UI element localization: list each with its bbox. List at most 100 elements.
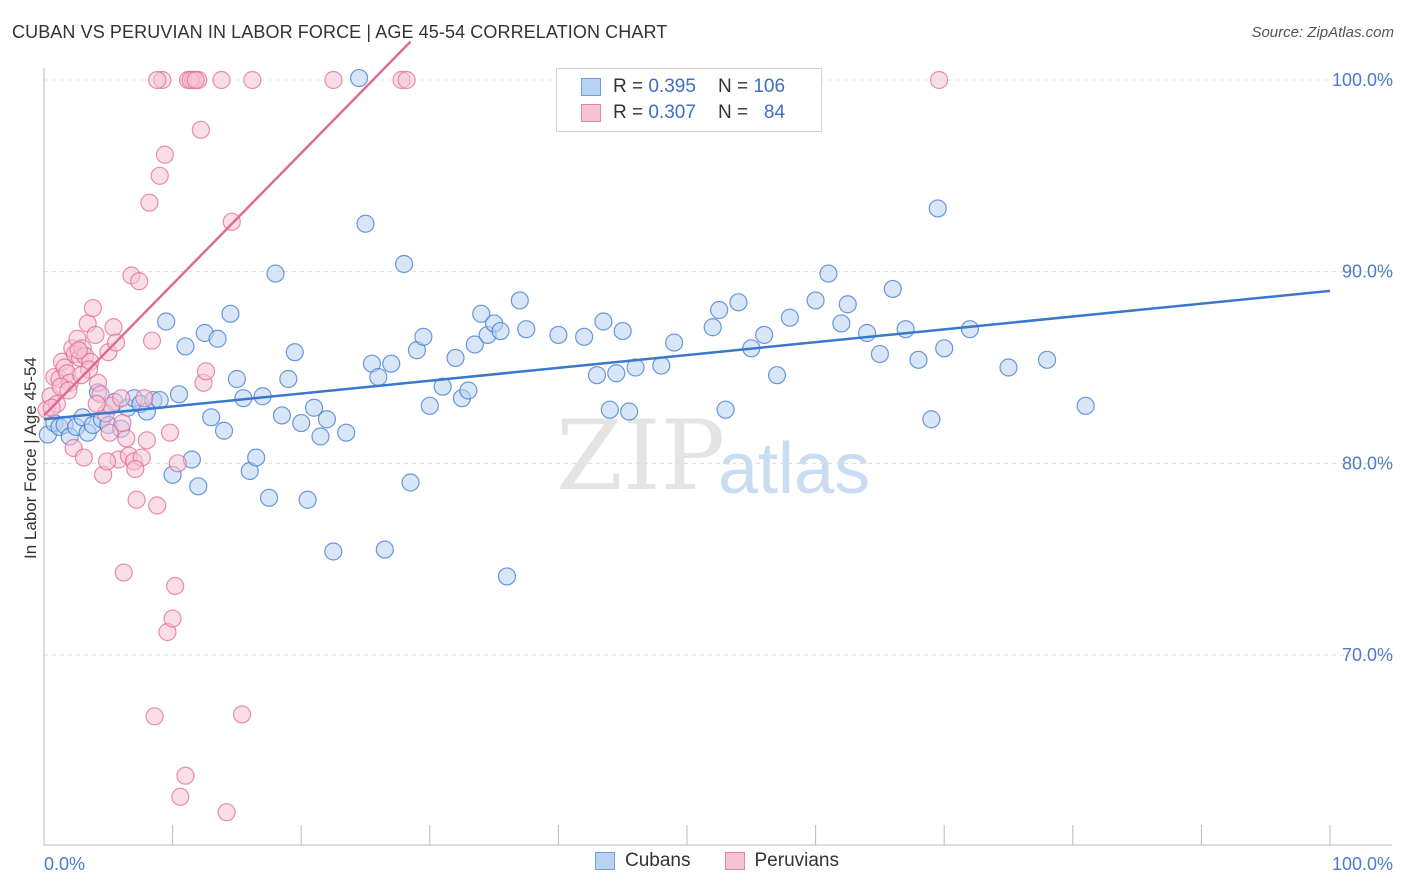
- data-point-cubans[interactable]: [414, 327, 433, 346]
- data-point-cubans[interactable]: [960, 320, 980, 339]
- data-point-peruvians[interactable]: [176, 766, 195, 785]
- data-point-cubans[interactable]: [349, 68, 369, 88]
- data-point-cubans[interactable]: [356, 214, 375, 233]
- data-point-peruvians[interactable]: [160, 423, 180, 442]
- data-point-peruvians[interactable]: [148, 70, 167, 90]
- legend-item-cubans[interactable]: Cubans: [595, 850, 691, 872]
- data-point-cubans[interactable]: [928, 199, 947, 218]
- data-point-peruvians[interactable]: [142, 331, 162, 350]
- data-point-cubans[interactable]: [394, 254, 414, 274]
- data-point-cubans[interactable]: [285, 343, 304, 362]
- data-point-cubans[interactable]: [401, 473, 420, 492]
- data-point-cubans[interactable]: [896, 320, 915, 339]
- data-point-peruvians[interactable]: [126, 459, 145, 479]
- data-point-cubans[interactable]: [710, 300, 729, 320]
- data-point-peruvians[interactable]: [112, 389, 131, 408]
- data-point-peruvians[interactable]: [929, 70, 949, 90]
- data-point-cubans[interactable]: [279, 369, 298, 389]
- data-point-peruvians[interactable]: [168, 454, 187, 473]
- data-point-peruvians[interactable]: [69, 341, 88, 360]
- data-point-cubans[interactable]: [266, 264, 285, 283]
- data-point-peruvians[interactable]: [171, 787, 190, 806]
- data-point-cubans[interactable]: [189, 477, 208, 496]
- data-point-cubans[interactable]: [600, 400, 619, 419]
- data-point-cubans[interactable]: [491, 321, 510, 341]
- data-point-peruvians[interactable]: [130, 272, 149, 291]
- data-point-cubans[interactable]: [755, 325, 774, 345]
- data-point-cubans[interactable]: [549, 325, 568, 345]
- data-point-cubans[interactable]: [208, 329, 227, 348]
- data-point-peruvians[interactable]: [196, 362, 216, 381]
- data-point-peruvians[interactable]: [97, 452, 117, 471]
- data-point-peruvians[interactable]: [74, 448, 93, 467]
- data-point-cubans[interactable]: [665, 333, 684, 352]
- data-point-peruvians[interactable]: [113, 413, 132, 433]
- data-point-cubans[interactable]: [922, 410, 941, 429]
- data-point-peruvians[interactable]: [155, 145, 174, 164]
- data-point-cubans[interactable]: [420, 396, 439, 415]
- data-point-peruvians[interactable]: [137, 431, 156, 450]
- data-point-cubans[interactable]: [292, 413, 311, 433]
- data-point-cubans[interactable]: [259, 488, 279, 507]
- data-point-cubans[interactable]: [446, 348, 465, 368]
- legend-item-peruvians[interactable]: Peruvians: [724, 850, 839, 872]
- data-point-cubans[interactable]: [247, 448, 266, 467]
- data-point-cubans[interactable]: [716, 400, 735, 419]
- data-point-cubans[interactable]: [883, 279, 902, 299]
- data-point-cubans[interactable]: [767, 366, 787, 385]
- data-point-cubans[interactable]: [594, 312, 613, 331]
- data-point-peruvians[interactable]: [117, 429, 136, 448]
- data-point-cubans[interactable]: [214, 421, 234, 440]
- data-point-cubans[interactable]: [324, 542, 343, 561]
- data-point-cubans[interactable]: [337, 423, 356, 442]
- data-point-cubans[interactable]: [780, 308, 799, 327]
- data-point-peruvians[interactable]: [140, 193, 159, 212]
- data-point-cubans[interactable]: [317, 410, 337, 429]
- data-point-peruvians[interactable]: [163, 609, 182, 628]
- data-point-cubans[interactable]: [497, 567, 517, 586]
- data-point-cubans[interactable]: [311, 427, 330, 446]
- data-point-cubans[interactable]: [838, 295, 857, 314]
- data-point-peruvians[interactable]: [232, 705, 252, 724]
- data-point-cubans[interactable]: [382, 354, 401, 373]
- data-point-cubans[interactable]: [819, 264, 838, 283]
- data-point-cubans[interactable]: [703, 318, 722, 337]
- data-point-cubans[interactable]: [620, 402, 639, 421]
- data-point-peruvians[interactable]: [104, 318, 123, 337]
- data-point-peruvians[interactable]: [166, 576, 185, 596]
- data-point-peruvians[interactable]: [186, 70, 205, 90]
- data-point-peruvians[interactable]: [87, 394, 106, 414]
- data-point-cubans[interactable]: [465, 335, 484, 354]
- data-point-cubans[interactable]: [433, 377, 452, 396]
- data-point-cubans[interactable]: [806, 291, 825, 310]
- data-point-cubans[interactable]: [575, 327, 594, 346]
- data-point-cubans[interactable]: [909, 350, 928, 369]
- data-point-cubans[interactable]: [832, 314, 851, 333]
- data-point-cubans[interactable]: [169, 385, 189, 404]
- data-point-cubans[interactable]: [857, 323, 877, 343]
- data-point-peruvians[interactable]: [100, 423, 119, 442]
- data-point-cubans[interactable]: [729, 293, 748, 312]
- data-point-peruvians[interactable]: [127, 490, 146, 509]
- data-point-peruvians[interactable]: [191, 120, 210, 139]
- data-point-peruvians[interactable]: [145, 707, 164, 726]
- data-point-peruvians[interactable]: [243, 70, 262, 90]
- data-point-cubans[interactable]: [272, 406, 292, 425]
- data-point-peruvians[interactable]: [114, 563, 133, 582]
- data-point-cubans[interactable]: [607, 364, 626, 383]
- data-point-peruvians[interactable]: [222, 212, 241, 231]
- data-point-cubans[interactable]: [375, 540, 394, 559]
- data-point-cubans[interactable]: [221, 304, 240, 323]
- data-point-cubans[interactable]: [298, 490, 317, 509]
- data-point-cubans[interactable]: [176, 337, 195, 356]
- data-point-cubans[interactable]: [870, 344, 890, 364]
- data-point-peruvians[interactable]: [324, 70, 343, 90]
- data-point-peruvians[interactable]: [148, 496, 167, 515]
- data-point-peruvians[interactable]: [150, 166, 169, 185]
- data-point-cubans[interactable]: [227, 369, 246, 389]
- data-point-peruvians[interactable]: [86, 325, 105, 345]
- data-point-cubans[interactable]: [472, 304, 491, 323]
- data-point-cubans[interactable]: [1076, 396, 1095, 415]
- data-point-peruvians[interactable]: [72, 366, 91, 385]
- data-point-cubans[interactable]: [652, 356, 671, 375]
